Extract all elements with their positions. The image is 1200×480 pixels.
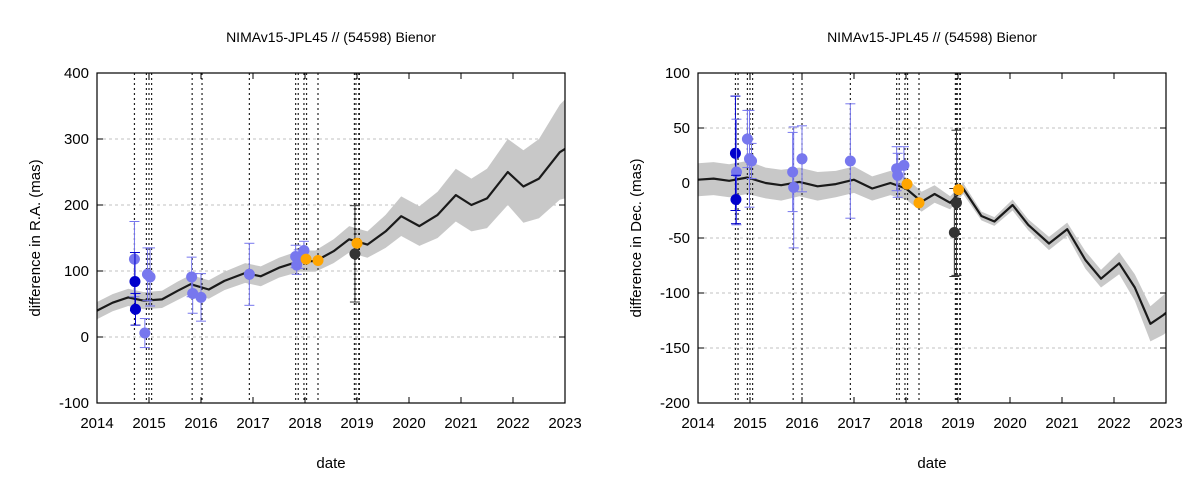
chart2-y-tick-label: 50 [673,120,690,137]
chart1-x-tick-label: 2019 [340,415,373,432]
chart2-data-point [787,166,799,178]
chart1-data-point [300,253,312,265]
chart1-data-point [351,237,363,249]
chart2-x-tick-label: 2022 [1097,415,1130,432]
chart1-x-tick-label: 2014 [80,415,113,432]
chart1-data-point [144,271,156,283]
chart2-y-tick-label: -200 [660,395,690,412]
chart2-x-tick-label: 2020 [993,415,1026,432]
chart2-data-point [730,166,742,178]
chart1-data-point [139,327,151,339]
chart1-x-tick-label: 2015 [132,415,165,432]
chart2-data-point [948,227,960,238]
chart1-x-tick-label: 2016 [184,415,217,432]
chart2-data-point [741,133,753,145]
chart1-data-point [129,303,141,315]
chart2-data-point [729,147,741,159]
chart1-data-point [187,287,199,299]
chart2-y-tick-label: 0 [682,175,690,192]
chart1-model-uncertainty-band [97,99,565,320]
chart2-data-point [796,153,808,165]
chart2-panel: -200 -150 -100 -50 0 50 100 2014 2015 2016 2017 201… [628,29,1183,472]
chart2-model-uncertainty-band [698,161,1166,342]
chart1-title: NIMAv15-JPL45 // (54598) Bienor [226,29,436,45]
chart1-data-point [186,271,198,283]
chart1-y-tick-label: 400 [64,65,89,82]
chart2-data-point [898,159,910,171]
chart2-x-tick-label: 2021 [1045,415,1078,432]
chart2-data-point [953,184,965,196]
chart1-data-point [312,254,324,266]
chart2-x-tick-label: 2017 [837,415,870,432]
chart2-x-tick-label: 2018 [889,415,922,432]
chart2-y-tick-label: -150 [660,340,690,357]
chart2-y-axis-label: difference in Dec. (mas) [628,159,645,318]
chart2-data-point [746,155,758,167]
chart2-data-point [913,197,925,209]
chart1-y-tick-label: 0 [81,329,89,346]
chart2-x-tick-label: 2019 [941,415,974,432]
chart1-data-point [128,253,140,265]
chart1-y-tick-label: 300 [64,131,89,148]
chart1-data-point [298,245,310,257]
chart2-y-tick-label: -100 [660,285,690,302]
chart1-data-point [129,276,141,288]
chart1-plot-frame [96,72,566,404]
chart1-data-point [195,291,207,303]
chart2-x-tick-label: 2014 [681,415,714,432]
chart1-y-axis-label: difference in R.A. (mas) [27,159,44,316]
chart2-x-tick-label: 2015 [733,415,766,432]
chart1-x-tick-label: 2023 [548,415,581,432]
chart2-data-point [892,169,904,181]
chart1-y-tick-label: 200 [64,197,89,214]
chart1-y-tick-label: 100 [64,263,89,280]
chart1-x-tick-label: 2021 [444,415,477,432]
chart2-x-axis-label: date [917,455,946,472]
chart2-data-point [788,181,800,193]
chart1-x-tick-label: 2018 [288,415,321,432]
chart2-data-point [730,194,742,205]
chart2-plot-frame [697,72,1167,404]
chart2-x-tick-label: 2023 [1149,415,1182,432]
chart1-panel: -100 0 100 200 300 400 2014 2015 2016 2017 2018 201… [27,29,582,472]
chart2-x-tick-label: 2016 [785,415,818,432]
chart1-data-point [349,248,361,260]
chart2-y-tick-label: -50 [668,230,690,247]
chart2-data-point [844,155,856,167]
chart1-x-tick-label: 2022 [496,415,529,432]
chart1-y-tick-label: -100 [59,395,89,412]
chart1-model-curve [97,147,565,312]
chart2-y-tick-label: 100 [665,65,690,82]
chart2-data-point [950,197,962,209]
chart2-model-curve [698,176,1166,325]
chart1-x-tick-label: 2017 [236,415,269,432]
chart2-data-point [901,178,913,190]
chart1-x-axis-label: date [316,455,345,472]
chart1-data-point [243,268,255,280]
chart2-title: NIMAv15-JPL45 // (54598) Bienor [827,29,1037,45]
chart1-x-tick-label: 2020 [392,415,425,432]
